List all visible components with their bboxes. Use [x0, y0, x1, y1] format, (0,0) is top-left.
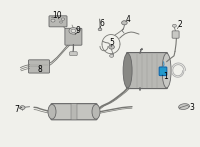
FancyBboxPatch shape — [65, 28, 82, 45]
Ellipse shape — [123, 53, 132, 88]
Circle shape — [20, 106, 25, 110]
Text: 1: 1 — [163, 72, 168, 81]
Text: 4: 4 — [126, 15, 130, 24]
Ellipse shape — [92, 104, 100, 119]
Circle shape — [109, 45, 114, 49]
Text: 5: 5 — [110, 38, 114, 47]
Text: 2: 2 — [178, 20, 182, 30]
Text: 6: 6 — [100, 19, 104, 28]
Circle shape — [51, 19, 55, 22]
FancyBboxPatch shape — [70, 52, 77, 56]
Text: 8: 8 — [38, 65, 42, 74]
FancyBboxPatch shape — [51, 104, 97, 120]
Ellipse shape — [48, 104, 56, 119]
Text: 10: 10 — [52, 11, 62, 20]
Text: 9: 9 — [76, 26, 80, 35]
Ellipse shape — [162, 53, 171, 88]
FancyBboxPatch shape — [172, 31, 179, 38]
Ellipse shape — [179, 104, 189, 110]
Text: 7: 7 — [15, 105, 19, 114]
Text: 3: 3 — [190, 103, 194, 112]
Circle shape — [172, 24, 176, 27]
Circle shape — [60, 21, 62, 23]
Circle shape — [110, 54, 114, 57]
FancyBboxPatch shape — [159, 67, 167, 76]
Circle shape — [61, 18, 65, 20]
Circle shape — [98, 28, 102, 31]
FancyBboxPatch shape — [29, 60, 50, 73]
Circle shape — [122, 21, 127, 25]
Circle shape — [69, 28, 78, 34]
Circle shape — [71, 29, 76, 33]
FancyBboxPatch shape — [126, 53, 167, 88]
FancyBboxPatch shape — [71, 104, 77, 120]
FancyBboxPatch shape — [49, 16, 67, 27]
